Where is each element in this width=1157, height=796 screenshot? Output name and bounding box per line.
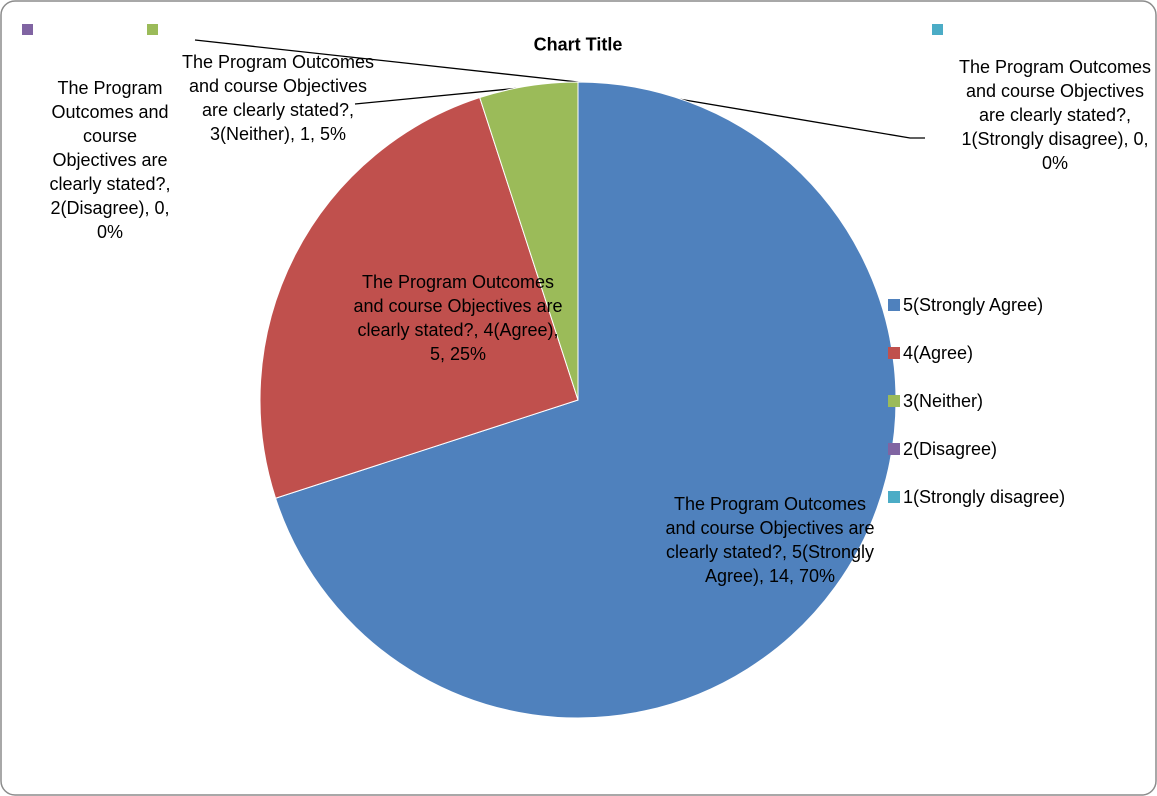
leader-line — [194, 39, 579, 83]
legend-key — [888, 347, 900, 359]
pie-slice — [479, 81, 579, 401]
data-label: The Program Outcomes and course Objectiv… — [181, 52, 375, 144]
data-label: The Program Outcomes and course Objectiv… — [353, 272, 563, 364]
legend-key — [888, 395, 900, 407]
label-key — [22, 24, 33, 35]
pie-slice — [259, 96, 579, 499]
legend-entry: 5(Strongly Agree) — [903, 295, 1044, 315]
pie-slice — [274, 81, 897, 719]
legend-entry: 3(Neither) — [903, 391, 984, 411]
legend-key — [888, 491, 900, 503]
label-key — [147, 24, 158, 35]
legend-key — [888, 443, 900, 455]
label-key — [932, 24, 943, 35]
data-label: The Program Outcomes and course Objectiv… — [49, 78, 171, 242]
leader-line — [354, 86, 531, 105]
data-label: The Program Outcomes and course Objectiv… — [665, 494, 875, 586]
data-label: The Program Outcomes and course Objectiv… — [958, 57, 1152, 173]
leader-line — [577, 81, 925, 139]
legend-key — [888, 299, 900, 311]
chart-title: Chart Title — [533, 34, 623, 55]
legend-entry: 2(Disagree) — [903, 439, 998, 459]
legend-entry: 4(Agree) — [903, 343, 974, 363]
legend-entry: 1(Strongly disagree) — [903, 487, 1066, 507]
